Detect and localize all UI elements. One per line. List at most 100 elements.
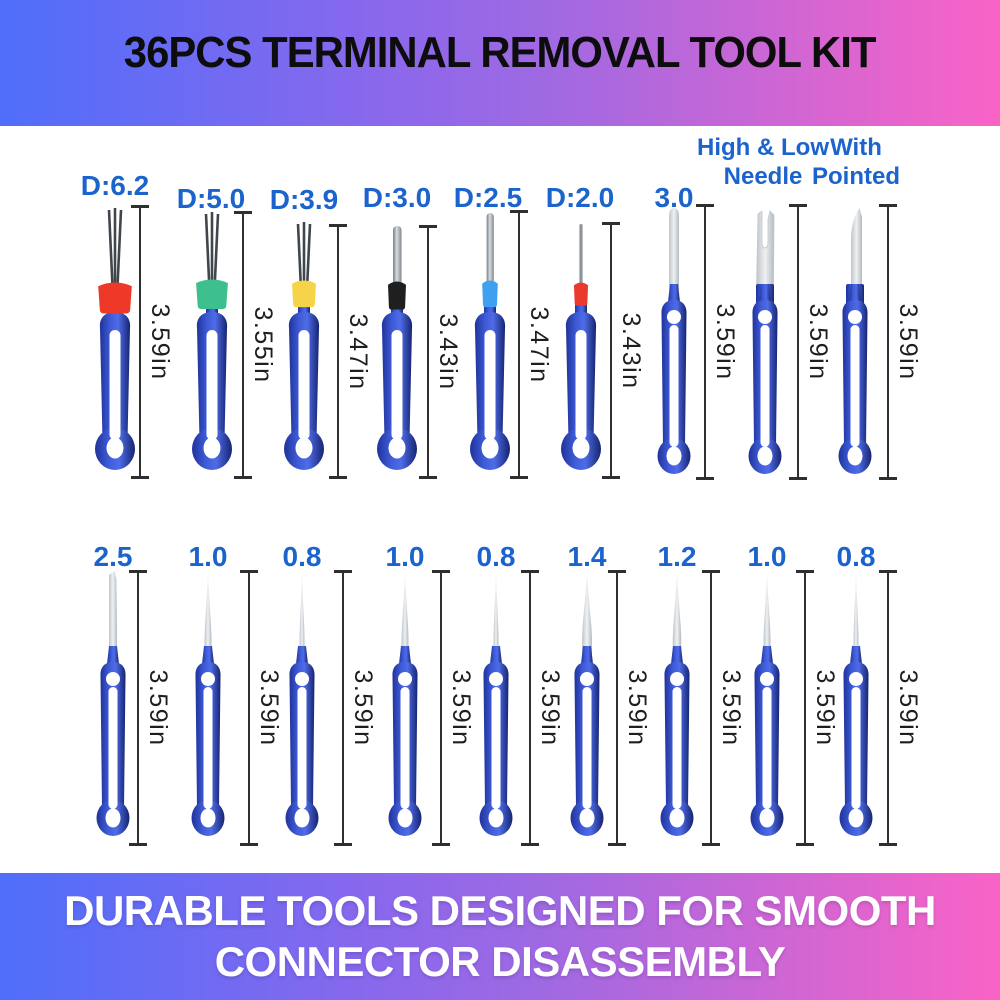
size-label: 1.2 xyxy=(657,541,697,572)
dimension-value: 3.59in xyxy=(717,669,745,747)
bottom-banner: DURABLE TOOLS DESIGNED FOR SMOOTH CONNEC… xyxy=(0,873,1000,1000)
dimension-value: 3.59in xyxy=(804,303,832,381)
dimension-value: 3.47in xyxy=(344,312,372,391)
tool-illustration xyxy=(750,572,784,836)
tool-handle xyxy=(479,646,513,836)
collar xyxy=(196,279,228,309)
dimension-value: 3.59in xyxy=(146,303,174,381)
dimension-value: 3.59in xyxy=(894,669,922,747)
dimension-value: 3.59in xyxy=(536,669,564,747)
tool-illustration xyxy=(561,224,601,470)
size-label-line1: High & Low xyxy=(697,134,829,161)
collar xyxy=(292,280,316,308)
tool-handle xyxy=(570,646,604,836)
dimension-line: 3.59in xyxy=(432,570,475,846)
dimension-line: 3.47in xyxy=(329,224,372,479)
dimension-value: 3.55in xyxy=(249,306,277,384)
dimension-value: 3.59in xyxy=(711,303,739,381)
size-label: D:5.0 xyxy=(176,183,246,214)
dimension-line: 3.59in xyxy=(879,570,922,846)
size-label: 1.0 xyxy=(188,541,228,572)
tool-handle xyxy=(839,646,873,836)
size-label: 0.8 xyxy=(282,541,322,572)
pointed-blade-tip xyxy=(851,208,862,288)
tool-handle xyxy=(192,296,232,470)
top-banner: 36PCS TERMINAL REMOVAL TOOL KIT xyxy=(0,0,1000,126)
size-label: 1.4 xyxy=(567,541,607,572)
dimension-line: 3.59in xyxy=(796,570,839,846)
tool-illustration xyxy=(479,572,513,836)
blade-tip xyxy=(109,571,117,654)
size-label: 0.8 xyxy=(836,541,876,572)
tool-handle xyxy=(388,646,422,836)
dimension-line: 3.59in xyxy=(789,204,832,480)
size-label: With Pointed xyxy=(812,134,900,192)
needle-tip xyxy=(493,572,499,654)
tool-illustration xyxy=(95,206,135,470)
tool-handle xyxy=(95,296,135,470)
dimension-value: 3.59in xyxy=(144,669,172,747)
dimension-line: 3.59in xyxy=(696,204,739,480)
pin-tip xyxy=(107,206,123,288)
tool-handle xyxy=(470,296,510,470)
collar xyxy=(482,280,498,308)
dimension-value: 3.43in xyxy=(434,313,462,391)
needle-tip xyxy=(763,572,771,654)
size-label-line2: Needle xyxy=(723,162,803,190)
tool-illustration xyxy=(748,210,782,474)
dimension-line: 3.59in xyxy=(334,570,377,846)
collar xyxy=(388,281,406,310)
size-label: D:3.9 xyxy=(269,184,339,215)
tool-illustration xyxy=(660,572,694,836)
tool-illustration xyxy=(570,572,604,836)
dimension-value: 3.59in xyxy=(255,669,283,747)
dimension-line: 3.59in xyxy=(240,570,283,846)
tool-handle xyxy=(750,646,784,836)
tool-handle xyxy=(660,646,694,836)
needle-tip xyxy=(401,572,409,654)
tool-handle xyxy=(838,284,872,474)
tool-handle xyxy=(284,296,324,470)
dimension-line: 3.59in xyxy=(702,570,745,846)
tool-illustration xyxy=(96,571,130,836)
size-label: 0.8 xyxy=(476,541,516,572)
size-label: High & Low Needle xyxy=(697,134,829,192)
dimension-line: 3.43in xyxy=(419,225,462,479)
collar xyxy=(573,282,589,306)
blade-tip xyxy=(669,208,679,290)
size-label: D:2.0 xyxy=(545,182,615,213)
fork-tip xyxy=(756,210,775,289)
size-label: 2.5 xyxy=(93,541,133,572)
dimension-line: 3.59in xyxy=(129,570,172,846)
needle-tip xyxy=(582,572,592,654)
tube-tip xyxy=(486,213,494,287)
tool-illustration xyxy=(388,572,422,836)
dimension-value: 3.43in xyxy=(617,311,645,390)
needle-tip xyxy=(672,572,682,654)
tool-handle xyxy=(191,646,225,836)
tagline-line1: DURABLE TOOLS DESIGNED FOR SMOOTH xyxy=(64,887,936,935)
dimension-line: 3.47in xyxy=(510,210,553,479)
dimension-value: 3.59in xyxy=(623,669,651,747)
tool-illustration xyxy=(470,213,510,470)
needle-tip xyxy=(204,572,212,654)
size-label: D:6.2 xyxy=(80,170,150,201)
tool-illustration xyxy=(284,220,324,470)
needle-tip xyxy=(299,572,305,654)
dimension-line: 3.59in xyxy=(131,205,174,479)
tagline-line2: CONNECTOR DISASSEMBLY xyxy=(214,937,786,985)
dimension-line: 3.59in xyxy=(879,204,922,480)
tool-illustration xyxy=(377,226,417,470)
tool-illustration xyxy=(192,210,232,470)
size-label: D:3.0 xyxy=(362,182,432,213)
tool-illustration xyxy=(838,208,872,474)
dimension-line: 3.55in xyxy=(234,211,277,479)
tool-handle xyxy=(285,646,319,836)
dimension-value: 3.59in xyxy=(349,669,377,747)
size-label: 1.0 xyxy=(747,541,787,572)
needle-tip xyxy=(853,572,859,654)
tool-illustration xyxy=(191,572,225,836)
size-label-line2: Pointed xyxy=(812,162,900,190)
size-label: 1.0 xyxy=(385,541,425,572)
